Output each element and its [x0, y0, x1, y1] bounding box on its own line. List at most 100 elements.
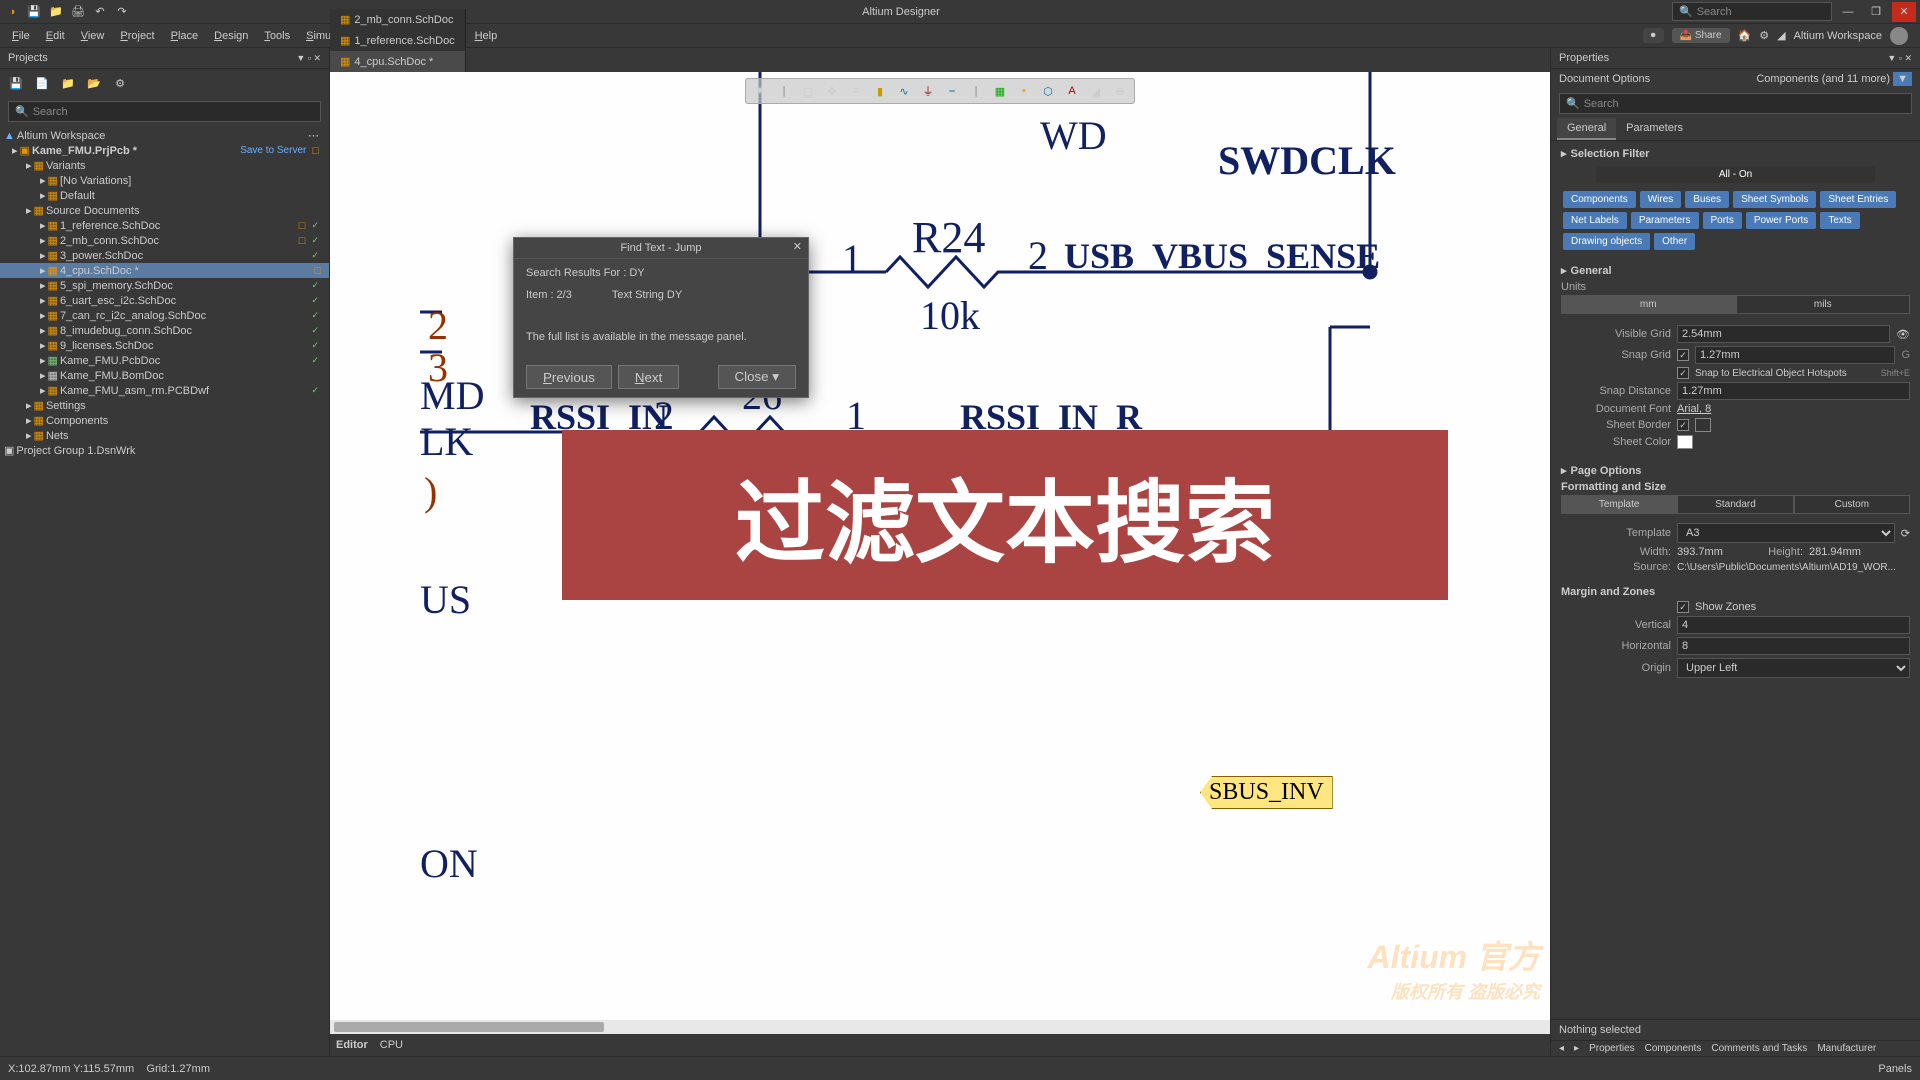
tree-item[interactable]: ▸▦Components — [0, 413, 329, 428]
panel-controls[interactable]: ▼ ▫ ✕ — [296, 53, 321, 64]
save-to-server[interactable]: Save to Server — [240, 145, 306, 156]
tree-item[interactable]: ▸▦[No Variations] — [0, 173, 329, 188]
workspace-row[interactable]: ▲ Altium Workspace ⋯ — [0, 128, 329, 143]
ground-icon[interactable]: ⏚ — [918, 81, 938, 101]
tree-item[interactable]: ▸▦2_mb_conn.SchDoc□✓ — [0, 233, 329, 248]
tree-item[interactable]: ▸▦5_spi_memory.SchDoc✓ — [0, 278, 329, 293]
filter-drawing-objects[interactable]: Drawing objects — [1563, 233, 1650, 250]
tree-item[interactable]: ▸▦4_cpu.SchDoc *□ — [0, 263, 329, 278]
schematic-canvas[interactable]: ▼ | ▢ ✥ ≡ ▮ ∿ ⏚ ⎯ | ▦ ▪ ⬡ A ◢ ⊕ — [330, 72, 1550, 1034]
bottom-tab-manufacturer[interactable]: Manufacturer — [1817, 1043, 1876, 1054]
editor-tab[interactable]: Editor — [336, 1039, 368, 1051]
menu-file[interactable]: File — [4, 26, 38, 46]
filter-power-ports[interactable]: Power Ports — [1746, 212, 1816, 229]
filter-wires[interactable]: Wires — [1640, 191, 1682, 208]
tab-general[interactable]: General — [1557, 118, 1616, 140]
pin-icon[interactable]: ⎯ — [942, 81, 962, 101]
record-button[interactable]: ⏺ — [1643, 28, 1664, 43]
arrow-right-icon[interactable]: ▸ — [1574, 1043, 1579, 1054]
share-button[interactable]: 📤 Share — [1672, 28, 1730, 43]
select-icon[interactable]: ▢ — [798, 81, 818, 101]
vertical-input[interactable] — [1677, 616, 1910, 634]
tab-parameters[interactable]: Parameters — [1616, 118, 1693, 140]
flip-icon[interactable]: ▮ — [870, 81, 890, 101]
document-tab[interactable]: ▦ 4_cpu.SchDoc * — [330, 51, 466, 72]
template-refresh-icon[interactable]: ⟳ — [1901, 527, 1910, 540]
bottom-tab-properties[interactable]: Properties — [1589, 1043, 1635, 1054]
settings-icon[interactable]: ⚙ — [1759, 29, 1769, 42]
sheet-border-color[interactable] — [1695, 418, 1711, 432]
close-button[interactable]: ✕ — [1892, 2, 1916, 22]
tree-item[interactable]: ▸▦7_can_rc_i2c_analog.SchDoc✓ — [0, 308, 329, 323]
workspace-icon[interactable]: ◢ — [1777, 29, 1785, 42]
snap-grid-check[interactable] — [1677, 349, 1689, 361]
gear-icon[interactable]: ⚙ — [112, 75, 128, 91]
filter-components[interactable]: Components — [1563, 191, 1636, 208]
global-search[interactable]: 🔍 Search — [1672, 2, 1832, 21]
visible-grid-input[interactable] — [1677, 325, 1890, 343]
sheet-border-check[interactable] — [1677, 419, 1689, 431]
filter-texts[interactable]: Texts — [1820, 212, 1859, 229]
format-toggle[interactable]: Template Standard Custom — [1561, 495, 1910, 514]
tree-item[interactable]: ▸▦1_reference.SchDoc□✓ — [0, 218, 329, 233]
tree-item[interactable]: ▸▦Nets — [0, 428, 329, 443]
origin-select[interactable]: Upper Left — [1677, 658, 1910, 678]
move-icon[interactable]: ✥ — [822, 81, 842, 101]
sheet-color-swatch[interactable] — [1677, 435, 1693, 449]
tree-item[interactable]: ▸▦Variants — [0, 158, 329, 173]
folder2-icon[interactable]: 📂 — [86, 75, 102, 91]
close-dialog-button[interactable]: Close ▾ — [718, 365, 796, 389]
menu-design[interactable]: Design — [206, 26, 256, 46]
folder-icon[interactable]: 📁 — [60, 75, 76, 91]
show-zones-check[interactable] — [1677, 601, 1689, 613]
tree-item[interactable]: ▸▦9_licenses.SchDoc✓ — [0, 338, 329, 353]
text-icon[interactable]: A — [1062, 81, 1082, 101]
projects-search[interactable]: 🔍 Search — [8, 101, 321, 122]
net-icon[interactable]: ⬡ — [1038, 81, 1058, 101]
menu-edit[interactable]: Edit — [38, 26, 73, 46]
redo-icon[interactable]: ↷ — [114, 4, 130, 20]
tree-item[interactable]: ▸▦8_imudebug_conn.SchDoc✓ — [0, 323, 329, 338]
filter-other[interactable]: Other — [1654, 233, 1695, 250]
units-toggle[interactable]: mm mils — [1561, 295, 1910, 314]
panel-controls[interactable]: ▼ ▫ ✕ — [1887, 53, 1912, 64]
filter-parameters[interactable]: Parameters — [1631, 212, 1699, 229]
filter-icon[interactable]: ▼ — [750, 81, 770, 101]
filter-buses[interactable]: Buses — [1685, 191, 1729, 208]
dialog-close-button[interactable]: ✕ — [793, 240, 802, 253]
tree-item[interactable]: ▸▦3_power.SchDoc✓ — [0, 248, 329, 263]
tree-item[interactable]: ▸▦Settings — [0, 398, 329, 413]
project-group-row[interactable]: ▣ Project Group 1.DsnWrk — [0, 443, 329, 458]
menu-view[interactable]: View — [73, 26, 113, 46]
tree-item[interactable]: ▸▦Kame_FMU.BomDoc — [0, 368, 329, 383]
project-row[interactable]: ▸▣ Kame_FMU.PrjPcb * Save to Server □ — [0, 143, 329, 158]
open-icon[interactable]: 📁 — [48, 4, 64, 20]
bottom-tab-components[interactable]: Components — [1645, 1043, 1702, 1054]
h-scrollbar[interactable] — [330, 1020, 1550, 1034]
next-button[interactable]: Next — [618, 365, 679, 389]
doc-font-value[interactable]: Arial, 8 — [1677, 403, 1711, 415]
filter-ports[interactable]: Ports — [1703, 212, 1742, 229]
panels-button[interactable]: Panels — [1878, 1063, 1912, 1075]
snap-distance-input[interactable] — [1677, 382, 1910, 400]
template-select[interactable]: A3 — [1677, 523, 1895, 543]
menu-project[interactable]: Project — [112, 26, 162, 46]
compile-icon[interactable]: 📄 — [34, 75, 50, 91]
undo-icon[interactable]: ↶ — [92, 4, 108, 20]
document-tab[interactable]: ▦ 1_reference.SchDoc — [330, 30, 466, 51]
snap-grid-input[interactable] — [1695, 346, 1895, 364]
cpu-tab[interactable]: CPU — [380, 1039, 403, 1051]
document-tab[interactable]: ▦ 2_mb_conn.SchDoc — [330, 9, 466, 30]
maximize-button[interactable]: ❐ — [1864, 2, 1888, 22]
horizontal-input[interactable] — [1677, 637, 1910, 655]
tree-item[interactable]: ▸▦Source Documents — [0, 203, 329, 218]
save-icon[interactable]: 💾 — [26, 4, 42, 20]
menu-place[interactable]: Place — [163, 26, 207, 46]
save-all-icon[interactable]: 💾 — [8, 75, 24, 91]
scroll-thumb[interactable] — [334, 1022, 604, 1032]
bottom-tab-comments-and-tasks[interactable]: Comments and Tasks — [1711, 1043, 1807, 1054]
all-on-button[interactable]: All - On — [1596, 166, 1875, 183]
note-icon[interactable]: ▪ — [1014, 81, 1034, 101]
resistor-icon[interactable]: ∿ — [894, 81, 914, 101]
grid-eye-icon[interactable]: 👁 — [1896, 328, 1910, 341]
